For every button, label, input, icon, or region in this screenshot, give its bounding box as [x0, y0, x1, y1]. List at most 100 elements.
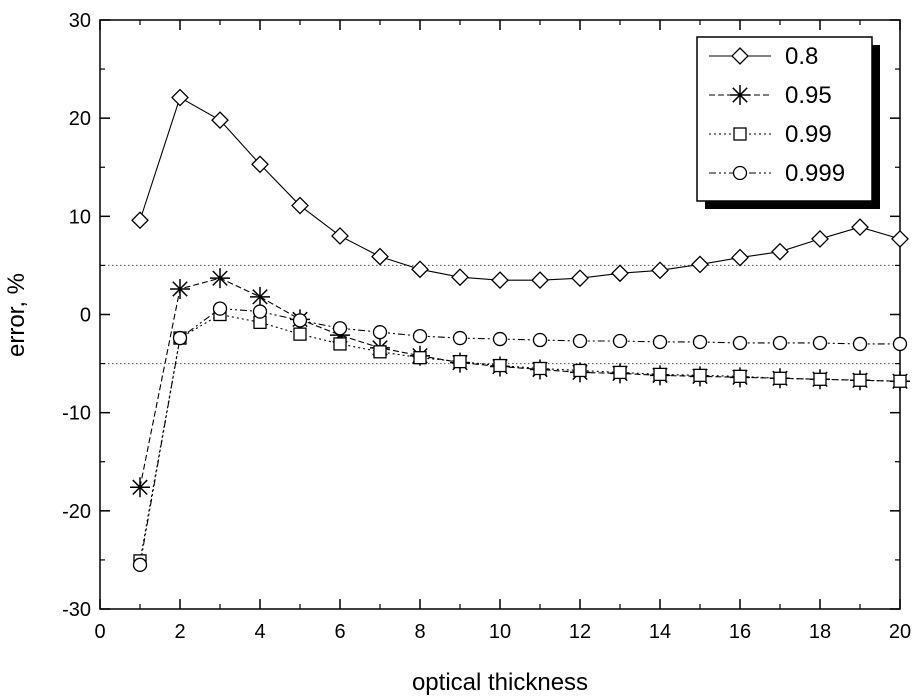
- legend-marker: [732, 165, 748, 181]
- data-point: [771, 242, 789, 261]
- data-point: [853, 373, 867, 387]
- data-point: [811, 229, 829, 248]
- data-point: [171, 88, 189, 107]
- data-point: [851, 218, 869, 237]
- x-tick-label: 18: [809, 621, 831, 643]
- data-point: [332, 321, 348, 336]
- data-point: [453, 354, 467, 369]
- data-point: [611, 264, 629, 283]
- data-point: [813, 372, 827, 386]
- y-tick-label: -20: [62, 501, 91, 523]
- x-tick-label: 12: [569, 621, 591, 643]
- data-point: [571, 269, 589, 288]
- data-point: [532, 332, 548, 348]
- data-point: [732, 335, 748, 351]
- legend-marker: [731, 47, 749, 65]
- y-tick-label: 30: [69, 10, 91, 32]
- data-point: [292, 313, 308, 328]
- y-tick-label: 20: [69, 108, 91, 130]
- data-point: [612, 333, 628, 349]
- data-point: [651, 261, 669, 280]
- data-point: [733, 369, 747, 383]
- legend-label: 0.99: [785, 121, 832, 148]
- series-0.99: [133, 307, 907, 568]
- data-point: [652, 334, 668, 350]
- legend-item: 0.8: [709, 43, 818, 70]
- data-point: [893, 374, 907, 388]
- x-tick-label: 4: [254, 621, 265, 643]
- data-point: [210, 268, 230, 289]
- series-line: [139, 313, 901, 561]
- data-point: [132, 557, 148, 572]
- data-point: [250, 286, 270, 307]
- data-point: [411, 260, 429, 279]
- data-point: [251, 155, 269, 174]
- y-tick-label: 10: [69, 206, 91, 228]
- legend: 0.8 0.95 0.99 0.999: [696, 36, 880, 209]
- data-point: [653, 367, 667, 382]
- legend-item: 0.99: [709, 121, 832, 148]
- data-point: [693, 368, 707, 383]
- data-point: [691, 255, 709, 274]
- x-tick-label: 16: [729, 621, 751, 643]
- data-point: [491, 271, 509, 290]
- series-0.999: [132, 301, 908, 572]
- data-point: [891, 229, 909, 248]
- legend-item: 0.999: [709, 160, 845, 187]
- legend-label: 0.999: [785, 160, 845, 187]
- series-layer: [130, 88, 910, 572]
- series-0.95: [130, 268, 910, 498]
- data-point: [371, 247, 389, 266]
- data-point: [772, 335, 788, 351]
- data-point: [373, 345, 387, 359]
- data-point: [892, 336, 908, 352]
- x-tick-label: 0: [94, 621, 105, 643]
- data-point: [293, 327, 307, 341]
- data-point: [773, 371, 787, 385]
- y-tick-label: -30: [62, 599, 91, 621]
- legend-label: 0.8: [785, 43, 818, 70]
- x-tick-label: 20: [889, 621, 911, 643]
- legend-items: 0.8 0.95 0.99 0.999: [709, 43, 845, 187]
- y-tick-label: 0: [80, 305, 91, 327]
- data-point: [333, 337, 347, 351]
- data-point: [291, 196, 309, 215]
- data-point: [452, 330, 468, 346]
- y-tick-label: -10: [62, 403, 91, 425]
- data-point: [372, 325, 388, 340]
- data-point: [493, 358, 507, 373]
- data-point: [413, 351, 427, 365]
- x-tick-label: 10: [489, 621, 511, 643]
- legend-box: [696, 36, 873, 202]
- series-0.8: [131, 88, 909, 290]
- tick-labels: 0 2 4 6 8 10 12 14 16 18 20 -30 -20 -10 0 10 20 30: [62, 10, 911, 643]
- x-tick-label: 14: [649, 621, 671, 643]
- data-point: [451, 268, 469, 287]
- data-point: [731, 248, 749, 267]
- axis-ticks: [99, 19, 901, 610]
- x-tick-label: 2: [174, 621, 185, 643]
- data-point: [572, 333, 588, 349]
- data-point: [331, 227, 349, 245]
- data-point: [492, 331, 508, 347]
- x-tick-label: 6: [334, 621, 345, 643]
- data-point: [573, 363, 587, 378]
- data-point: [531, 271, 549, 290]
- data-point: [170, 278, 190, 299]
- legend-marker: [730, 85, 750, 105]
- data-point: [613, 365, 627, 380]
- series-line: [139, 308, 900, 565]
- y-axis-title: error, %: [3, 273, 30, 357]
- data-point: [812, 335, 828, 351]
- data-point: [252, 304, 268, 319]
- data-point: [130, 477, 150, 498]
- data-point: [131, 211, 149, 230]
- x-axis-title: optical thickness: [412, 669, 588, 696]
- data-point: [211, 111, 229, 130]
- data-point: [212, 301, 228, 316]
- legend-label: 0.95: [785, 82, 832, 109]
- legend-marker: [733, 127, 747, 141]
- x-tick-label: 8: [414, 621, 425, 643]
- legend-item: 0.95: [709, 82, 832, 109]
